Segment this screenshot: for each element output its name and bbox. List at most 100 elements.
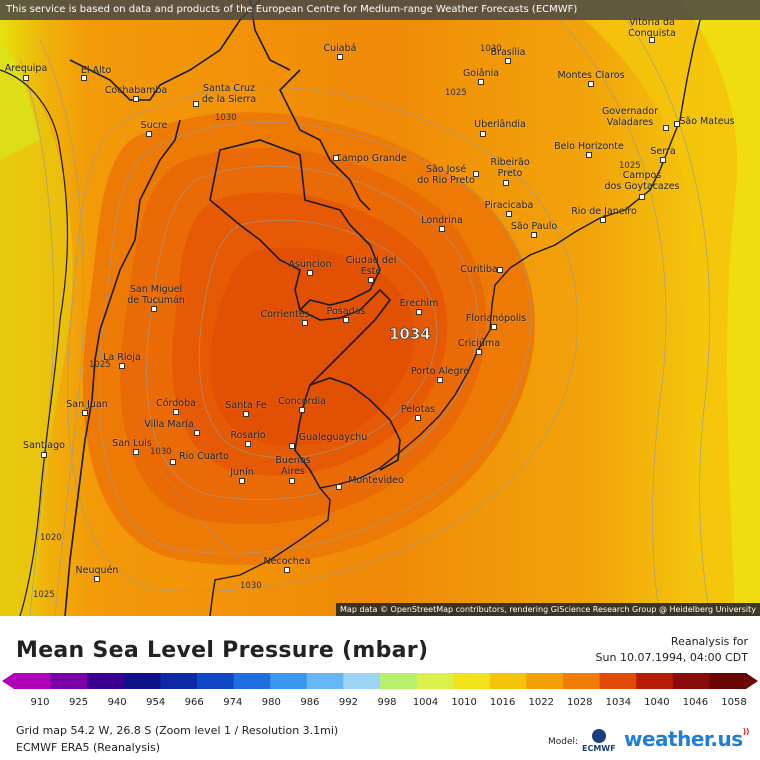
city-label[interactable]: São José do Rio Preto	[417, 164, 475, 186]
city-label[interactable]: São Paulo	[510, 221, 558, 232]
city-marker	[337, 54, 343, 60]
weather-us-logo[interactable]: weather.us))	[624, 727, 749, 751]
city-label[interactable]: Governador Valadares	[602, 106, 658, 128]
city-marker	[170, 459, 176, 465]
scale-segment	[306, 673, 344, 689]
city-label[interactable]: Florianópolis	[465, 313, 527, 324]
scale-tick-label: 986	[300, 697, 320, 708]
city-label[interactable]: Gualeguaychu	[298, 432, 368, 443]
city-label[interactable]: Campo Grande	[335, 153, 407, 164]
city-marker	[289, 478, 295, 484]
city-label[interactable]: Concordia	[278, 396, 326, 407]
city-marker	[146, 131, 152, 137]
city-label[interactable]: Buenos Aires	[275, 455, 311, 477]
city-label[interactable]: Cuiabá	[323, 43, 357, 54]
city-marker	[343, 317, 349, 323]
city-label[interactable]: Corrientes	[260, 309, 310, 320]
scale-segment	[343, 673, 381, 689]
pressure-map[interactable]: This service is based on data and produc…	[0, 0, 760, 616]
city-label[interactable]: San Miguel de Tucumán	[127, 284, 185, 306]
city-marker	[416, 309, 422, 315]
city-label[interactable]: Rio de Janeiro	[571, 206, 637, 217]
isobar-label: 1030	[240, 581, 262, 591]
brand-text: weather.us	[624, 727, 743, 751]
city-label[interactable]: Curitiba	[460, 264, 498, 275]
city-label[interactable]: Londrina	[421, 215, 463, 226]
city-label[interactable]: Ribeirão Preto	[490, 157, 530, 179]
city-label[interactable]: Campos dos Goytacazes	[604, 170, 680, 192]
city-label[interactable]: San Luis	[112, 438, 152, 449]
city-label[interactable]: Villa María	[144, 419, 194, 430]
city-marker	[600, 217, 606, 223]
city-label[interactable]: Montevideo	[348, 475, 404, 486]
city-marker	[663, 125, 669, 131]
scale-segment	[160, 673, 198, 689]
scale-segment	[563, 673, 601, 689]
city-marker	[23, 75, 29, 81]
model-info: ECMWF ERA5 (Reanalysis)	[16, 741, 161, 754]
city-marker	[133, 449, 139, 455]
city-label[interactable]: Asuncion	[288, 259, 332, 270]
east-band	[680, 0, 760, 616]
city-label[interactable]: São Mateus	[679, 116, 735, 127]
scale-tick-label: 954	[146, 697, 166, 708]
city-label[interactable]: Piracicaba	[484, 200, 534, 211]
city-label[interactable]: Neuquén	[75, 565, 119, 576]
city-label[interactable]: Necochea	[263, 556, 311, 567]
ecmwf-logo: ECMWF	[582, 729, 618, 755]
city-label[interactable]: Vitoria da Conquista	[628, 17, 676, 39]
city-label[interactable]: Arequipa	[4, 63, 48, 74]
city-marker	[119, 363, 125, 369]
city-label[interactable]: Sucre	[140, 120, 168, 131]
city-label[interactable]: San Juan	[66, 399, 108, 410]
scale-arrow-left	[2, 673, 14, 689]
city-label[interactable]: Erechim	[399, 298, 439, 309]
scale-segment	[599, 673, 637, 689]
city-label[interactable]: Montes Claros	[557, 70, 625, 81]
scale-segment	[709, 673, 747, 689]
andes-band	[0, 60, 73, 616]
city-label[interactable]: Rosario	[230, 430, 266, 441]
scale-tick-label: 974	[223, 697, 243, 708]
city-label[interactable]: El Alto	[80, 65, 112, 76]
city-label[interactable]: Serra	[650, 146, 676, 157]
city-label[interactable]: Ciudad del Este	[345, 255, 397, 277]
model-label: Model:	[548, 737, 579, 747]
city-label[interactable]: Goiânia	[462, 68, 500, 79]
city-label[interactable]: Rio Cuarto	[179, 451, 229, 462]
city-marker	[588, 81, 594, 87]
city-label[interactable]: Pelotas	[400, 404, 436, 415]
city-label[interactable]: Santa Cruz de la Sierra	[201, 83, 257, 105]
city-label[interactable]: Santa Fe	[225, 400, 267, 411]
city-marker	[497, 267, 503, 273]
run-time: Sun 10.07.1994, 04:00 CDT	[595, 651, 748, 664]
city-label[interactable]: Posadas	[326, 306, 366, 317]
city-label[interactable]: Belo Horizonte	[554, 141, 624, 152]
city-marker	[333, 155, 339, 161]
city-label[interactable]: Uberlândia	[474, 119, 526, 130]
city-label[interactable]: Criciúma	[457, 338, 501, 349]
city-label[interactable]: Porto Alegre	[410, 366, 470, 377]
city-label[interactable]: Santiago	[23, 440, 65, 451]
city-marker	[531, 232, 537, 238]
andes-band	[0, 40, 40, 160]
scale-segment	[672, 673, 710, 689]
ecmwf-logo-icon	[592, 729, 606, 743]
scale-segment	[233, 673, 271, 689]
city-label[interactable]: La Rioja	[103, 352, 141, 363]
city-marker	[415, 415, 421, 421]
scale-segment	[87, 673, 125, 689]
scale-tick-label: 1022	[528, 697, 554, 708]
city-marker	[473, 171, 479, 177]
city-marker	[243, 411, 249, 417]
city-label[interactable]: Cochabamba	[104, 85, 168, 96]
city-label[interactable]: Córdoba	[156, 398, 196, 409]
scale-tick-label: 966	[184, 697, 204, 708]
city-label[interactable]: Brasília	[490, 47, 526, 58]
city-label[interactable]: Junín	[230, 467, 254, 478]
city-marker	[491, 324, 497, 330]
scale-segment	[453, 673, 491, 689]
osm-attribution: Map data © OpenStreetMap contributors, r…	[336, 603, 760, 616]
city-marker	[302, 320, 308, 326]
scale-tick-label: 1016	[489, 697, 516, 708]
